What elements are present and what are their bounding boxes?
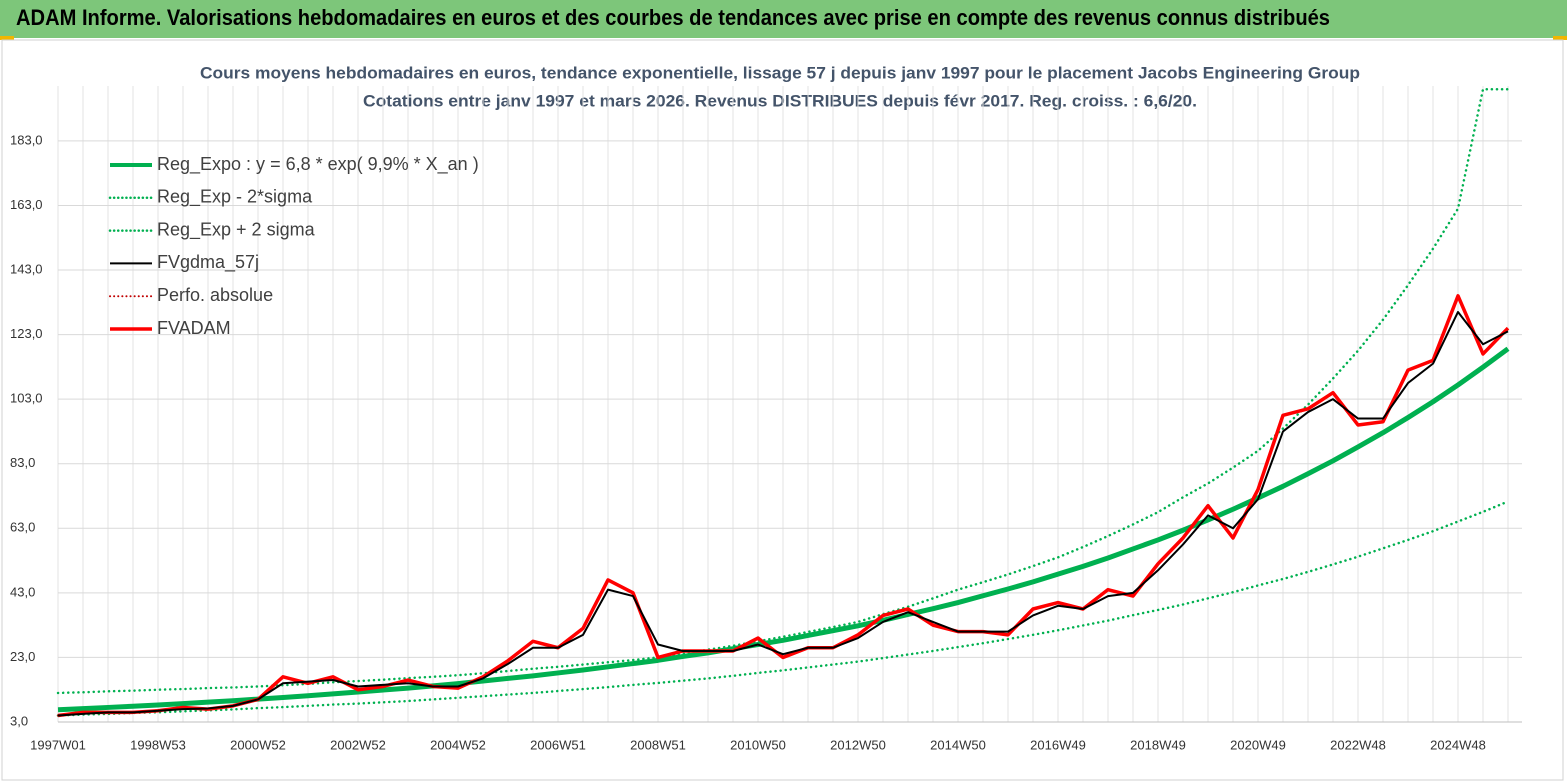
x-tick-label: 2000W52 [230, 737, 286, 752]
legend-label: Reg_Exp + 2 sigma [157, 219, 316, 240]
series-line [57, 346, 1510, 713]
x-tick-label: 1997W01 [30, 737, 86, 752]
y-tick-label: 3,0 [10, 713, 28, 728]
accent [0, 36, 14, 40]
chart-title: Cours moyens hebdomadaires en euros, ten… [200, 63, 1360, 82]
y-tick-label: 143,0 [10, 261, 43, 276]
x-tick-label: 1998W53 [130, 737, 186, 752]
x-tick-label: 2020W49 [1230, 737, 1286, 752]
y-tick-label: 163,0 [10, 197, 43, 212]
y-tick-label: 103,0 [10, 391, 43, 406]
legend-label: Reg_Exp - 2*sigma [157, 187, 313, 208]
x-tick-label: 2016W49 [1030, 737, 1086, 752]
y-tick-label: 123,0 [10, 326, 43, 341]
accent [1553, 36, 1567, 40]
x-tick-label: 2010W50 [730, 737, 786, 752]
x-tick-label: 2022W48 [1330, 737, 1386, 752]
legend-label: Perfo. absolue [157, 285, 273, 305]
x-tick-label: 2004W52 [430, 737, 486, 752]
y-tick-label: 63,0 [10, 520, 35, 535]
title-bar [0, 0, 1567, 38]
series-line [57, 294, 1510, 718]
y-tick-label: 183,0 [10, 132, 43, 147]
series-line [57, 310, 1509, 717]
y-tick-label: 43,0 [10, 584, 35, 599]
series-line [56, 500, 1510, 717]
x-tick-label: 2002W52 [330, 737, 386, 752]
x-tick-label: 2008W51 [630, 737, 686, 752]
legend-label: Reg_Expo : y = 6,8 * exp( 9,9% * X_an ) [157, 154, 479, 175]
legend-label: FVADAM [157, 318, 231, 338]
x-tick-label: 2024W48 [1430, 737, 1486, 752]
chart-subtitle: Cotations entre janv 1997 et mars 2026. … [363, 91, 1197, 110]
y-tick-label: 83,0 [10, 455, 35, 470]
x-tick-label: 2012W50 [830, 737, 886, 752]
x-tick-label: 2006W51 [530, 737, 586, 752]
legend-label: FVgdma_57j [157, 252, 259, 273]
y-tick-label: 23,0 [10, 649, 35, 664]
page-title: ADAM Informe. Valorisations hebdomadaire… [16, 5, 1330, 30]
x-tick-label: 2014W50 [930, 737, 986, 752]
x-tick-label: 2018W49 [1130, 737, 1186, 752]
